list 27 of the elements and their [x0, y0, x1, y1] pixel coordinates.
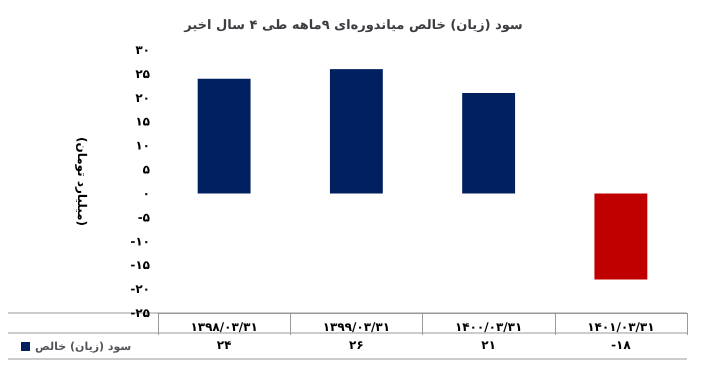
data-label: -۱۸ [611, 338, 632, 352]
bar [594, 193, 648, 280]
y-tick-label: -۵ [138, 210, 150, 224]
y-tick-label: ۳۰ [135, 43, 150, 57]
y-tick-label: ۲۰ [135, 90, 150, 105]
y-tick-label: ۱۵ [135, 114, 150, 129]
bar [462, 93, 516, 194]
y-axis-title: (میلیارد تومان) [75, 136, 89, 226]
y-tick-label: ۲۵ [135, 66, 150, 81]
x-tick-label: ۱۴۰۰/۰۳/۳۱ [454, 320, 522, 334]
data-label: ۲۱ [481, 338, 496, 352]
bar [330, 69, 383, 194]
legend-label: سود (زیان) خالص [35, 340, 132, 353]
y-tick-label: -۲۰ [130, 282, 150, 296]
x-tick-label: ۱۳۹۸/۰۳/۳۱ [190, 320, 258, 334]
y-tick-label: ۵ [142, 162, 150, 177]
data-label: ۲۶ [349, 338, 364, 352]
data-label: ۲۴ [216, 338, 232, 352]
x-tick-label: ۱۴۰۱/۰۳/۳۱ [587, 320, 655, 334]
y-tick-label: -۲۵ [130, 306, 150, 320]
bar [198, 78, 251, 194]
chart-title: سود (زیان) خالص میاندوره‌ای ۹ماهه طی ۴ سال اخیر [183, 18, 523, 33]
y-tick-label: ۱۰ [135, 138, 150, 153]
x-tick-label: ۱۳۹۹/۰۳/۳۱ [322, 320, 390, 334]
y-tick-label: -۱۰ [130, 234, 150, 248]
y-tick-label: -۱۵ [130, 258, 150, 272]
y-tick-label: ٠ [142, 186, 150, 200]
